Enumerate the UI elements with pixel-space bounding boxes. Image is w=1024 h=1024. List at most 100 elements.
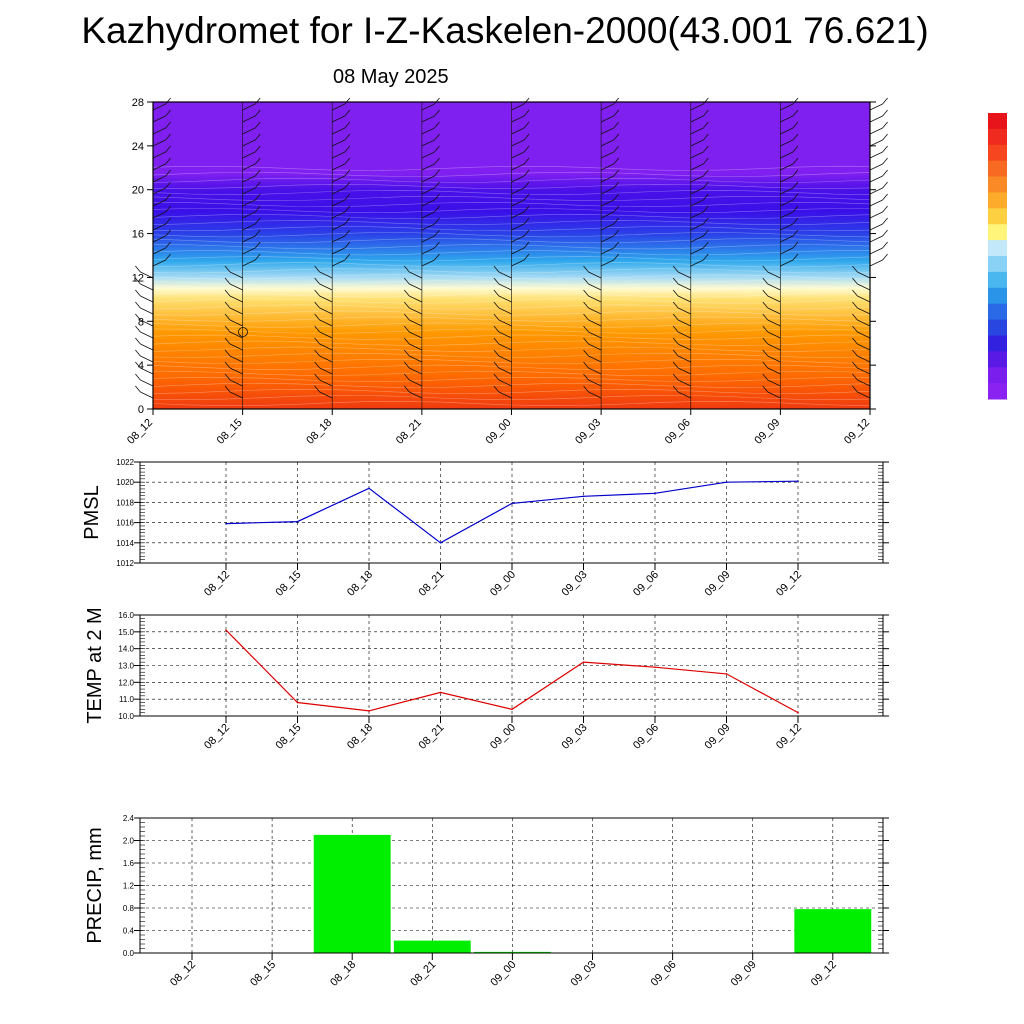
- colorbar-swatch: [988, 208, 1007, 225]
- chart-title: Kazhydromet for I-Z-Kaskelen-2000(43.001…: [81, 10, 929, 51]
- wind-barb: [135, 313, 141, 321]
- wind-barb: [165, 133, 171, 141]
- panel-frame: [139, 461, 884, 564]
- wind-barb: [493, 337, 500, 345]
- wind-barb: [583, 349, 589, 357]
- wind-barb: [869, 235, 883, 243]
- wind-barb: [319, 271, 333, 279]
- colorbar-swatch: [988, 176, 1007, 193]
- wind-barb: [857, 343, 871, 351]
- temp-point: [439, 691, 442, 694]
- wind-barb: [152, 163, 166, 171]
- wind-barb: [229, 391, 243, 399]
- wind-barb: [600, 115, 614, 123]
- wind-barb: [672, 301, 679, 309]
- wind-barb: [314, 313, 320, 321]
- wind-barb: [588, 271, 602, 279]
- wind-barb: [690, 127, 704, 135]
- wind-barb: [409, 379, 423, 387]
- wind-barb: [852, 313, 858, 321]
- wind-barb: [690, 247, 704, 255]
- wind-barb: [869, 223, 883, 231]
- wind-barb: [792, 97, 799, 105]
- wind-barb: [852, 325, 858, 333]
- wind-barb: [762, 265, 769, 273]
- temp-point: [296, 701, 299, 704]
- wind-barb: [344, 145, 351, 153]
- x-tick-label: 09_09: [752, 417, 782, 447]
- wind-barb: [583, 313, 589, 321]
- wind-barb: [140, 391, 154, 399]
- wind-barb: [229, 319, 243, 327]
- wind-barb: [672, 349, 679, 357]
- x-tick-label: 09_12: [774, 722, 804, 752]
- y-tick-label: 16.0: [118, 611, 134, 620]
- wind-barb: [152, 211, 166, 219]
- wind-barb: [511, 235, 525, 243]
- wind-barb: [767, 283, 781, 291]
- wind-barb: [140, 367, 154, 375]
- wind-barb: [762, 373, 769, 381]
- wind-barb: [229, 283, 243, 291]
- y-tick-label: 12.0: [118, 678, 134, 687]
- wind-barb: [600, 139, 614, 147]
- wind-barb: [703, 121, 709, 129]
- precip-bar: [393, 940, 471, 953]
- wind-barb: [344, 121, 351, 129]
- wind-barb: [792, 145, 799, 153]
- wind-barb: [613, 121, 620, 129]
- wind-barb: [152, 139, 166, 147]
- wind-barb: [254, 193, 261, 201]
- x-tick-label: 09_09: [703, 569, 733, 599]
- wind-barb: [690, 259, 704, 267]
- wind-barb: [332, 175, 346, 183]
- wind-barb: [523, 217, 530, 225]
- wind-barb: [852, 349, 858, 357]
- wind-barb: [229, 367, 243, 375]
- wind-barb: [434, 133, 440, 141]
- wind-barb: [319, 331, 333, 339]
- wind-barb: [403, 325, 410, 333]
- wind-barb: [498, 391, 512, 399]
- x-tick-label: 09_00: [488, 722, 518, 752]
- x-tick-label: 08_18: [345, 569, 375, 599]
- wind-barb: [523, 229, 530, 237]
- wind-barb: [165, 121, 171, 129]
- wind-barb: [140, 331, 154, 339]
- wind-barb: [254, 169, 261, 177]
- wind-barb: [672, 361, 679, 369]
- wind-barb: [882, 253, 888, 261]
- wind-barb: [703, 193, 709, 201]
- colorbar-swatch: [988, 367, 1007, 384]
- wind-barb: [421, 103, 435, 111]
- wind-barb: [152, 187, 166, 195]
- y-tick-label: 1014: [116, 539, 134, 548]
- wind-barb: [135, 301, 141, 309]
- wind-barb: [319, 379, 333, 387]
- wind-barb: [229, 307, 243, 315]
- wind-barb: [762, 337, 769, 345]
- wind-barb: [344, 253, 351, 261]
- wind-barb: [344, 157, 351, 165]
- wind-barb: [254, 97, 261, 105]
- x-tick-label: 08_12: [168, 959, 198, 989]
- wind-barb: [314, 385, 320, 393]
- wind-barb: [135, 361, 141, 369]
- wind-barb: [152, 175, 166, 183]
- wind-barb: [613, 97, 620, 105]
- y-tick-label: 1018: [116, 498, 134, 507]
- wind-barb: [869, 103, 883, 111]
- wind-barb: [140, 283, 154, 291]
- pmsl-point: [654, 492, 656, 495]
- wind-barb: [224, 373, 231, 381]
- wind-barb: [857, 271, 871, 279]
- wind-barb: [332, 163, 346, 171]
- wind-barb: [498, 295, 512, 303]
- wind-barb: [140, 379, 154, 387]
- pmsl-point: [296, 520, 299, 523]
- y-tick-label: 28: [132, 97, 144, 109]
- wind-barb: [523, 193, 530, 201]
- colorbar-swatch: [988, 271, 1007, 289]
- wind-barb: [344, 217, 351, 225]
- wind-barb: [588, 283, 602, 291]
